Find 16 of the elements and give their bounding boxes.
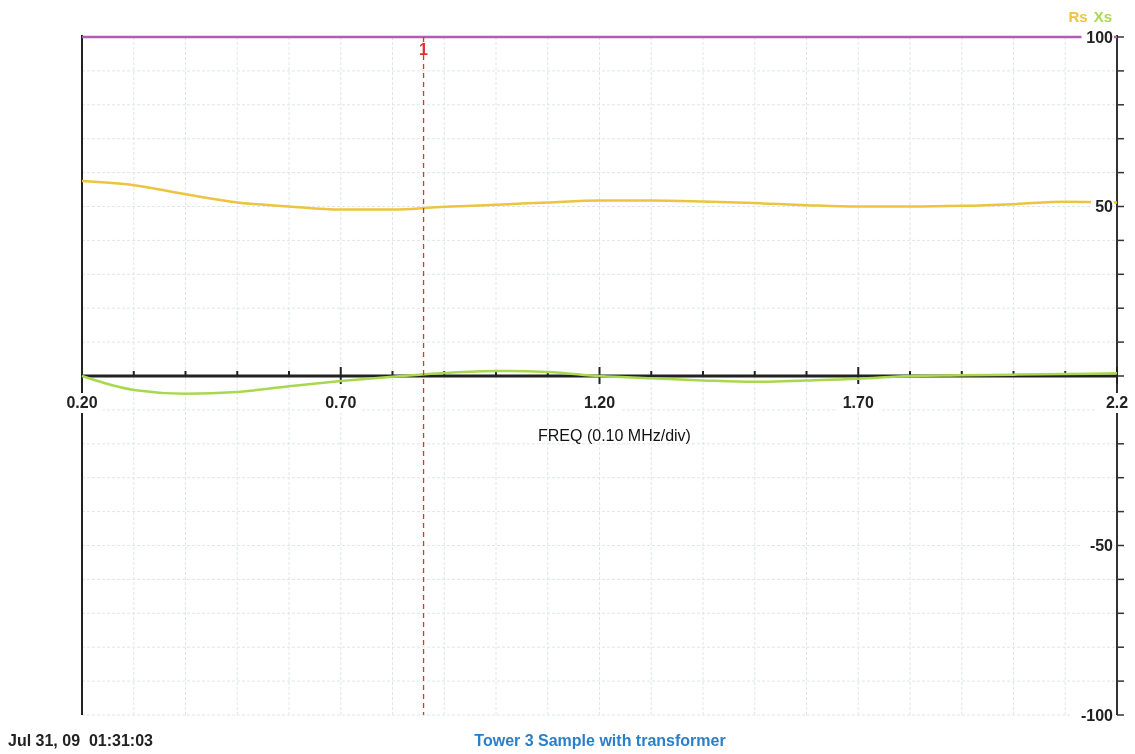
y-tick-label: -50 [1089,537,1114,555]
text: Rs [1068,8,1088,25]
x-tick-label: 0.70 [325,394,357,411]
y-tick-label: -100 [1080,706,1114,724]
line-series [80,179,1119,211]
y-tick-label: 100 [1086,28,1114,46]
x-axis-title: FREQ (0.10 MHz/div) [538,427,691,444]
x-tick-label: 0.20 [66,394,98,411]
x-tick-label: 1.20 [583,394,616,411]
text: Tower 3 Sample with transformer [474,732,726,749]
text: Xs [1093,8,1112,25]
text: Jul 31, 09 01:31:03 [8,732,154,749]
y-tick-label: 50 [1095,198,1114,216]
x-tick-label: 2.2 [1105,394,1129,411]
x-tick-label: 1.70 [842,394,874,411]
line-series [80,369,1119,395]
